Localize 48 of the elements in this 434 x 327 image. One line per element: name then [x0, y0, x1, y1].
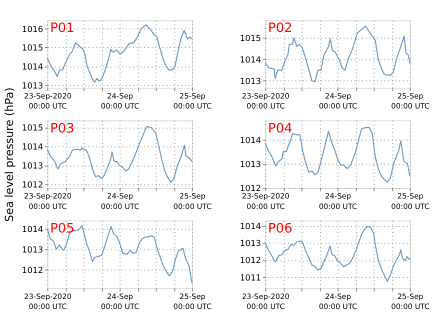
x-tick-label: 24-Sep 00:00 UTC — [318, 92, 358, 111]
x-tick-label: 25-Sep 00:00 UTC — [391, 92, 430, 111]
y-tick-label: 1014 — [22, 61, 44, 72]
y-tick-label: 1013 — [240, 76, 262, 86]
x-tick-label: 24-Sep 00:00 UTC — [100, 292, 140, 312]
x-tick-label: 23-Sep-2020 00:00 UTC — [24, 92, 72, 111]
x-tick-label: 24-Sep 00:00 UTC — [318, 192, 358, 211]
y-tick-label: 1015 — [22, 42, 44, 53]
y-tick-label: 1013 — [240, 159, 262, 170]
y-tick-label: 1014 — [240, 220, 262, 231]
y-tick-label: 1012 — [22, 179, 44, 190]
y-tick-label: 1013 — [22, 160, 44, 171]
line-series — [46, 225, 193, 284]
y-tick-label: 1014 — [240, 54, 262, 65]
x-tick-label: 25-Sep 00:00 UTC — [173, 192, 212, 211]
x-tick-label: 23-Sep-2020 00:00 UTC — [242, 292, 290, 312]
y-tick-label: 1014 — [240, 134, 262, 145]
line-series — [46, 24, 193, 83]
y-tick-label: 1015 — [22, 122, 44, 133]
x-tick-label: 25-Sep 00:00 UTC — [391, 292, 430, 312]
x-tick-label: 23-Sep-2020 00:00 UTC — [242, 192, 290, 211]
x-tick-label: 23-Sep-2020 00:00 UTC — [24, 192, 72, 211]
y-tick-label: 1013 — [22, 80, 44, 90]
chart-title: P06 — [268, 222, 292, 237]
x-tick-label: 24-Sep 00:00 UTC — [318, 292, 358, 312]
y-tick-label: 1012 — [240, 183, 262, 194]
chart-title: P01 — [50, 21, 74, 36]
chart-title: P05 — [50, 222, 74, 237]
x-tick-label: 25-Sep 00:00 UTC — [173, 92, 212, 111]
x-tick-label: 25-Sep 00:00 UTC — [391, 192, 430, 211]
y-tick-label: 1014 — [22, 142, 44, 152]
chart-title: P02 — [268, 21, 292, 36]
chart-title: P03 — [50, 121, 74, 136]
y-axis-title: Sea level pressure (hPa) — [2, 87, 16, 222]
y-tick-label: 1016 — [22, 24, 44, 34]
x-tick-label: 25-Sep 00:00 UTC — [173, 292, 212, 312]
chart-title: P04 — [268, 121, 292, 136]
x-tick-label: 23-Sep-2020 00:00 UTC — [242, 92, 290, 111]
y-tick-label: 1013 — [22, 244, 44, 254]
x-tick-label: 23-Sep-2020 00:00 UTC — [24, 292, 72, 312]
y-tick-label: 1014 — [22, 224, 44, 234]
x-tick-label: 24-Sep 00:00 UTC — [100, 192, 140, 211]
x-tick-label: 24-Sep 00:00 UTC — [100, 92, 140, 111]
y-tick-label: 1015 — [240, 33, 262, 44]
y-tick-label: 1013 — [240, 238, 262, 248]
y-tick-label: 1011 — [240, 272, 262, 282]
y-tick-label: 1012 — [240, 255, 262, 266]
y-tick-label: 1012 — [22, 264, 44, 275]
